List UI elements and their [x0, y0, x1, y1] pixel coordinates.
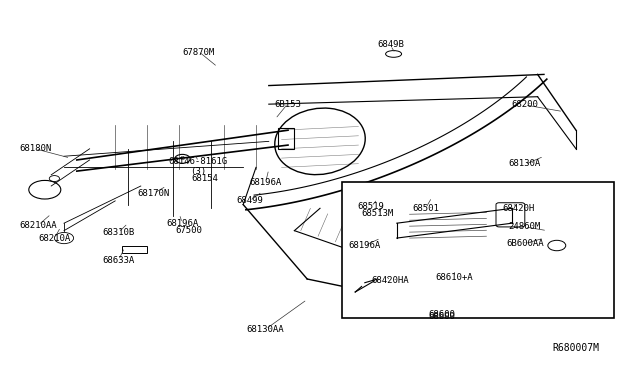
- Text: 24860M: 24860M: [509, 222, 541, 231]
- Text: 6B153: 6B153: [275, 100, 301, 109]
- Text: 67870M: 67870M: [182, 48, 214, 57]
- Text: 68513M: 68513M: [362, 209, 394, 218]
- Text: 68420HA: 68420HA: [372, 276, 409, 285]
- Bar: [278, 128, 294, 149]
- Text: R680007M: R680007M: [552, 343, 600, 353]
- Text: 68519: 68519: [358, 202, 385, 211]
- Text: 68610+A: 68610+A: [436, 273, 473, 282]
- Text: 68420H: 68420H: [502, 204, 534, 213]
- Text: 68170N: 68170N: [138, 189, 170, 198]
- Text: 68310B: 68310B: [102, 228, 134, 237]
- Text: 68130AA: 68130AA: [247, 325, 284, 334]
- Text: 68130A: 68130A: [509, 159, 541, 168]
- Text: 6B600AA: 6B600AA: [506, 239, 543, 248]
- Text: 68196A: 68196A: [166, 219, 198, 228]
- Text: 68154: 68154: [191, 174, 218, 183]
- Text: 68210A: 68210A: [38, 234, 70, 243]
- Text: 68633A: 68633A: [102, 256, 134, 265]
- Text: 08146-8161G: 08146-8161G: [169, 157, 228, 166]
- Text: 6849B: 6849B: [377, 40, 404, 49]
- Text: 68196A: 68196A: [349, 241, 381, 250]
- Text: 68200: 68200: [511, 100, 538, 109]
- Text: 68180N: 68180N: [19, 144, 51, 153]
- Text: 68600: 68600: [428, 312, 455, 321]
- Bar: [342, 182, 614, 318]
- Text: 68600: 68600: [428, 310, 455, 319]
- Text: B: B: [180, 156, 184, 161]
- Text: 67500: 67500: [175, 226, 202, 235]
- Bar: [122, 246, 147, 253]
- Text: (3): (3): [190, 167, 207, 176]
- Text: 68196A: 68196A: [250, 178, 282, 187]
- Text: 68499: 68499: [236, 196, 263, 205]
- Text: 68210AA: 68210AA: [20, 221, 57, 230]
- Text: 68501: 68501: [412, 204, 439, 213]
